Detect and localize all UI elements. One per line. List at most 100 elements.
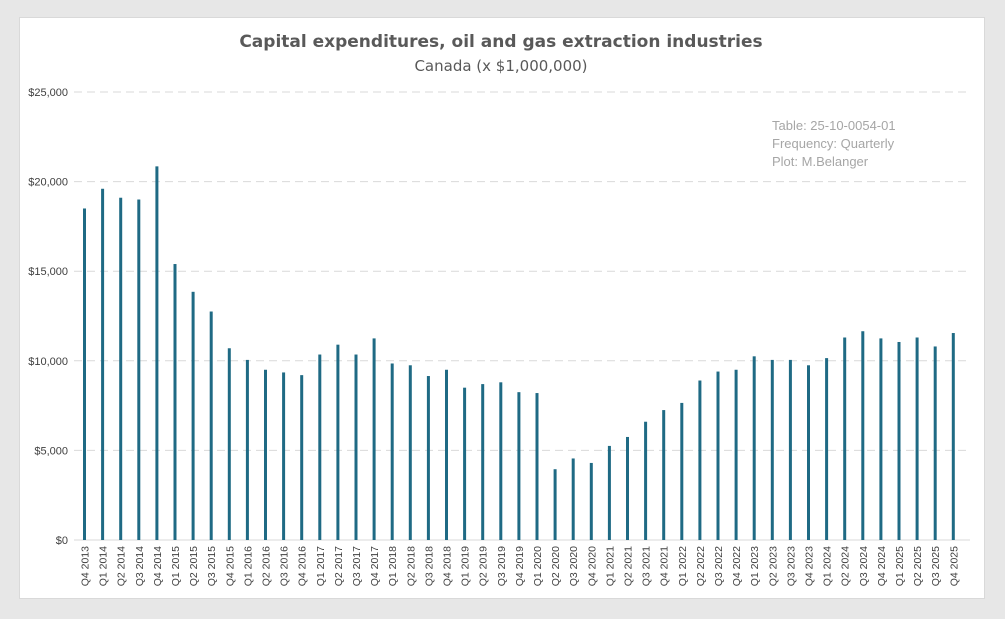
x-tick-label: Q1 2018 — [387, 546, 399, 586]
bar — [770, 359, 774, 540]
x-tick-label: Q1 2016 — [242, 546, 254, 586]
x-tick-label: Q4 2023 — [804, 546, 816, 586]
x-tick-label: Q4 2021 — [659, 546, 671, 586]
gridlines — [74, 91, 970, 541]
bar — [282, 372, 286, 540]
x-tick-label: Q3 2017 — [351, 546, 363, 586]
x-tick-label: Q4 2024 — [876, 546, 888, 586]
x-tick-label: Q3 2015 — [206, 546, 218, 586]
bar — [101, 188, 105, 540]
bar — [861, 331, 865, 540]
x-tick-label: Q4 2022 — [731, 546, 743, 586]
x-tick-label: Q2 2014 — [116, 546, 128, 586]
y-tick-label: $25,000 — [28, 87, 68, 99]
bar — [318, 354, 322, 540]
x-tick-label: Q4 2016 — [297, 546, 309, 586]
bar — [807, 365, 810, 540]
x-tick-label: Q4 2020 — [586, 546, 598, 586]
bar — [390, 363, 394, 540]
bar — [951, 333, 955, 540]
x-tick-label: Q3 2016 — [279, 546, 291, 586]
bar — [227, 348, 231, 540]
x-tick-label: Q3 2025 — [930, 546, 942, 586]
bar — [607, 445, 611, 540]
annotation-block: Table: 25-10-0054-01 Frequency: Quarterl… — [772, 118, 896, 169]
annotation-frequency: Frequency: Quarterly — [772, 136, 895, 151]
x-tick-label: Q2 2015 — [188, 546, 200, 586]
x-tick-label: Q2 2021 — [623, 546, 635, 586]
x-tick-label: Q2 2019 — [478, 546, 490, 586]
x-tick-label: Q1 2019 — [460, 546, 472, 586]
x-tick-label: Q4 2025 — [948, 546, 960, 586]
x-tick-label: Q2 2016 — [261, 546, 273, 586]
x-tick-label: Q4 2015 — [224, 546, 236, 586]
bar — [716, 371, 720, 540]
x-tick-label: Q3 2021 — [641, 546, 653, 586]
bar — [680, 402, 684, 540]
bar — [915, 337, 919, 540]
y-tick-label: $20,000 — [28, 177, 68, 189]
bar — [499, 382, 503, 540]
bar — [897, 341, 901, 540]
x-tick-label: Q3 2024 — [858, 546, 870, 586]
bar — [553, 469, 557, 540]
x-tick-label: Q4 2013 — [80, 546, 92, 586]
y-tick-label: $15,000 — [28, 266, 68, 278]
bar — [644, 421, 648, 540]
x-tick-label: Q3 2019 — [496, 546, 508, 586]
bar — [734, 369, 738, 540]
bar — [173, 264, 177, 540]
x-tick-label: Q1 2020 — [532, 546, 544, 586]
x-tick-label: Q1 2014 — [98, 546, 110, 586]
bars — [83, 166, 955, 541]
x-tick-label: Q3 2014 — [134, 546, 146, 586]
bar — [463, 387, 467, 540]
bar — [571, 458, 575, 540]
bar — [191, 291, 195, 540]
x-tick-label: Q4 2019 — [514, 546, 526, 586]
y-tick-label: $10,000 — [28, 356, 68, 368]
annotation-table: Table: 25-10-0054-01 — [772, 118, 896, 133]
x-tick-label: Q2 2017 — [333, 546, 345, 586]
x-tick-label: Q3 2018 — [423, 546, 435, 586]
bar — [137, 199, 141, 540]
x-tick-label: Q4 2014 — [152, 546, 164, 586]
chart-subtitle: Canada (x $1,000,000) — [414, 57, 587, 75]
bar — [354, 354, 358, 540]
x-tick-label: Q1 2021 — [604, 546, 616, 586]
bar — [698, 380, 702, 540]
x-tick-label: Q2 2023 — [767, 546, 779, 586]
x-tick-label: Q1 2015 — [170, 546, 182, 586]
bar — [752, 356, 756, 540]
bar — [445, 369, 448, 540]
x-tick-label: Q3 2022 — [713, 546, 725, 586]
bar — [788, 359, 792, 540]
bar — [589, 462, 593, 540]
x-tick-label: Q3 2023 — [785, 546, 797, 586]
bar — [662, 410, 666, 540]
bar — [426, 376, 430, 540]
bar — [119, 197, 123, 540]
bar — [83, 208, 86, 541]
bar — [245, 359, 249, 540]
x-tick-label: Q1 2024 — [822, 546, 834, 586]
x-tick-label: Q3 2020 — [568, 546, 580, 586]
bar — [209, 311, 213, 540]
x-tick-label: Q2 2024 — [840, 546, 852, 586]
bar — [264, 369, 267, 540]
y-tick-label: $5,000 — [34, 445, 68, 457]
bar — [155, 166, 159, 541]
x-tick-label: Q2 2025 — [912, 546, 924, 586]
y-axis-ticks: $0 $5,000 $10,000 $15,000 $20,000 $25,000 — [28, 87, 68, 547]
bar — [408, 365, 412, 540]
annotation-plot: Plot: M.Belanger — [772, 154, 869, 169]
bar — [825, 358, 829, 540]
bar — [843, 337, 847, 540]
bar — [517, 392, 521, 540]
bar — [300, 375, 304, 540]
x-tick-label: Q2 2018 — [405, 546, 417, 586]
x-tick-label: Q4 2017 — [369, 546, 381, 586]
x-tick-label: Q1 2025 — [894, 546, 906, 586]
bar — [879, 338, 883, 540]
bar — [336, 344, 340, 540]
